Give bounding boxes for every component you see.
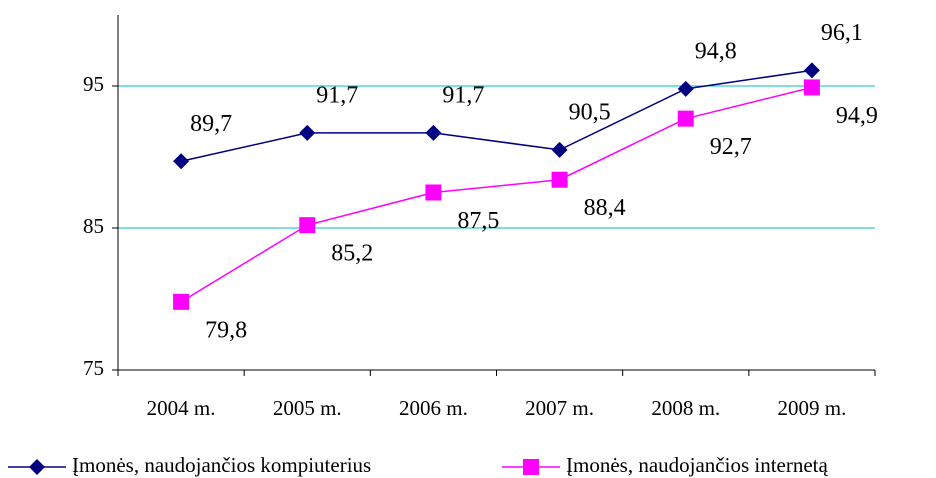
data-point — [551, 141, 568, 158]
data-point — [677, 80, 694, 97]
data-point — [425, 124, 442, 141]
data-label: 89,7 — [190, 111, 232, 137]
series-line — [180, 69, 813, 162]
legend-marker — [523, 459, 539, 475]
data-label: 92,7 — [710, 134, 752, 160]
series-line — [180, 86, 813, 303]
legend-marker — [29, 459, 45, 475]
x-tick-label: 2005 m. — [273, 396, 342, 420]
y-tick-label: 75 — [83, 356, 104, 380]
data-label: 91,7 — [442, 82, 484, 108]
data-label: 94,9 — [836, 103, 878, 129]
data-point — [803, 62, 820, 79]
data-point — [425, 184, 442, 201]
x-tick-label: 2009 m. — [777, 396, 846, 420]
x-tick-label: 2008 m. — [651, 396, 720, 420]
data-label: 91,7 — [316, 82, 358, 108]
data-label: 88,4 — [584, 195, 626, 221]
data-point — [677, 110, 694, 127]
x-tick-label: 2007 m. — [525, 396, 594, 420]
data-point — [299, 217, 316, 234]
data-label: 79,8 — [205, 317, 247, 343]
data-label: 90,5 — [569, 99, 611, 125]
data-point — [173, 153, 190, 170]
y-tick-label: 85 — [83, 214, 104, 238]
data-point — [803, 79, 820, 96]
data-label: 94,8 — [695, 38, 737, 64]
data-point — [299, 124, 316, 141]
y-tick-label: 95 — [83, 72, 104, 96]
x-tick-label: 2004 m. — [147, 396, 216, 420]
legend-label: Įmonės, naudojančios internetą — [566, 453, 829, 477]
data-point — [173, 293, 190, 310]
legend-label: Įmonės, naudojančios kompiuterius — [72, 453, 371, 477]
data-point — [551, 171, 568, 188]
data-label: 96,1 — [821, 20, 863, 46]
x-tick-label: 2006 m. — [399, 396, 468, 420]
data-label: 87,5 — [457, 208, 499, 234]
data-label: 85,2 — [331, 241, 373, 267]
